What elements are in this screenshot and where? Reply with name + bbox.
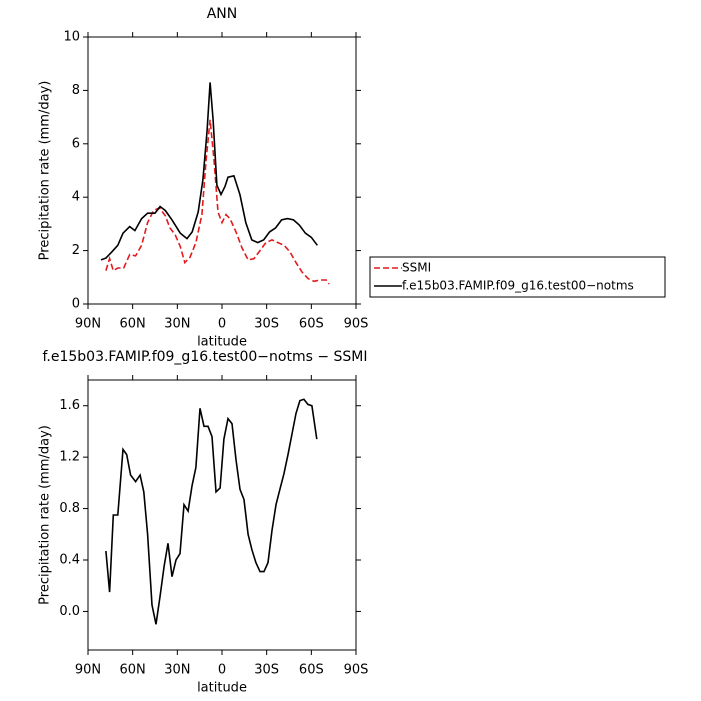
chart-title: f.e15b03.FAMIP.f09_g16.test00−notms − SS… [42, 349, 367, 365]
data-line [105, 398, 318, 625]
x-tick-label: 60S [299, 663, 324, 678]
y-tick-label: 0 [72, 297, 80, 312]
data-line [100, 82, 318, 261]
legend-label: SSMI [402, 261, 431, 275]
x-axis-label: latitude [197, 335, 247, 350]
x-tick-label: 30S [254, 317, 279, 332]
x-tick-label: 60S [299, 317, 324, 332]
x-tick-label: 30S [254, 663, 279, 678]
y-tick-label: 0.4 [59, 553, 80, 568]
x-tick-label: 0 [218, 663, 226, 678]
legend-label: f.e15b03.FAMIP.f09_g16.test00−notms [402, 279, 634, 293]
x-tick-label: 60N [120, 663, 146, 678]
y-tick-label: 4 [72, 190, 80, 205]
x-tick-label: 90S [344, 663, 369, 678]
y-tick-label: 2 [72, 243, 80, 258]
y-tick-label: 6 [72, 136, 80, 151]
plot-frame [87, 379, 357, 651]
x-axis-label: latitude [197, 681, 247, 696]
x-tick-label: 90S [344, 317, 369, 332]
y-tick-label: 1.2 [59, 450, 80, 465]
x-tick-label: 60N [120, 317, 146, 332]
x-tick-label: 30N [164, 317, 190, 332]
y-axis-label: Precipitation rate (mm/day) [38, 425, 53, 605]
x-tick-label: 0 [218, 317, 226, 332]
x-tick-label: 30N [164, 663, 190, 678]
y-tick-label: 8 [72, 83, 80, 98]
data-line [105, 119, 330, 285]
legend-box [369, 256, 666, 298]
y-tick-label: 10 [63, 30, 80, 45]
y-tick-label: 1.6 [59, 398, 80, 413]
x-tick-label: 90N [75, 317, 101, 332]
x-tick-label: 90N [75, 663, 101, 678]
chart-title: ANN [207, 6, 238, 22]
y-tick-label: 0.0 [59, 604, 80, 619]
plot-frame [87, 36, 357, 305]
y-axis-label: Precipitation rate (mm/day) [38, 81, 53, 261]
y-tick-label: 0.8 [59, 501, 80, 516]
